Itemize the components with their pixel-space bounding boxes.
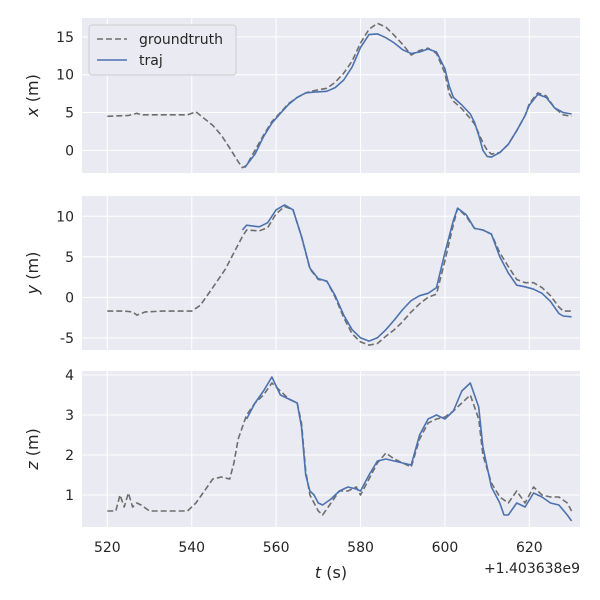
series-traj-y bbox=[241, 204, 572, 342]
y-tick-label: 0 bbox=[65, 290, 74, 306]
y-axis-label-x: x (m) bbox=[23, 74, 42, 118]
x-tick-label: 540 bbox=[178, 540, 205, 556]
y-tick-label: 3 bbox=[65, 408, 74, 424]
y-tick-label: 5 bbox=[65, 250, 74, 266]
y-tick-label: 4 bbox=[65, 368, 74, 384]
series-traj-x bbox=[243, 33, 572, 169]
x-axis-label: t (s) bbox=[315, 563, 347, 582]
plot-area-y bbox=[82, 196, 580, 350]
series-groundtruth-y bbox=[107, 205, 572, 346]
x-tick-label: 600 bbox=[432, 540, 459, 556]
x-tick-label: 560 bbox=[263, 540, 290, 556]
x-tick-label: 580 bbox=[347, 540, 374, 556]
x-tick-label: 620 bbox=[516, 540, 543, 556]
y-tick-label: 0 bbox=[65, 143, 74, 159]
y-tick-label: 15 bbox=[56, 30, 74, 46]
legend-label-traj: traj bbox=[139, 53, 163, 69]
y-tick-label: 2 bbox=[65, 448, 74, 464]
series-traj-z bbox=[245, 376, 573, 522]
y-tick-label: 1 bbox=[65, 488, 74, 504]
x-axis-offset-text: +1.403638e9 bbox=[484, 561, 580, 577]
subplot-z: 1 2 3 4 z (m) bbox=[23, 368, 580, 527]
y-tick-label: 5 bbox=[65, 106, 74, 122]
subplot-x: 0 5 10 15 x (m) bbox=[23, 18, 580, 173]
plot-area-z bbox=[82, 371, 580, 527]
legend: groundtruth traj bbox=[88, 24, 237, 76]
x-tick-label: 520 bbox=[94, 540, 121, 556]
subplot-y: -5 0 5 10 y (m) bbox=[23, 196, 580, 350]
y-axis-label-y: y (m) bbox=[23, 252, 42, 296]
y-tick-label: 10 bbox=[56, 209, 74, 225]
y-axis-label-z: z (m) bbox=[23, 428, 42, 471]
legend-frame bbox=[88, 24, 237, 76]
y-tick-label: -5 bbox=[60, 331, 74, 347]
legend-label-groundtruth: groundtruth bbox=[139, 32, 223, 48]
y-tick-label: 10 bbox=[56, 68, 74, 84]
